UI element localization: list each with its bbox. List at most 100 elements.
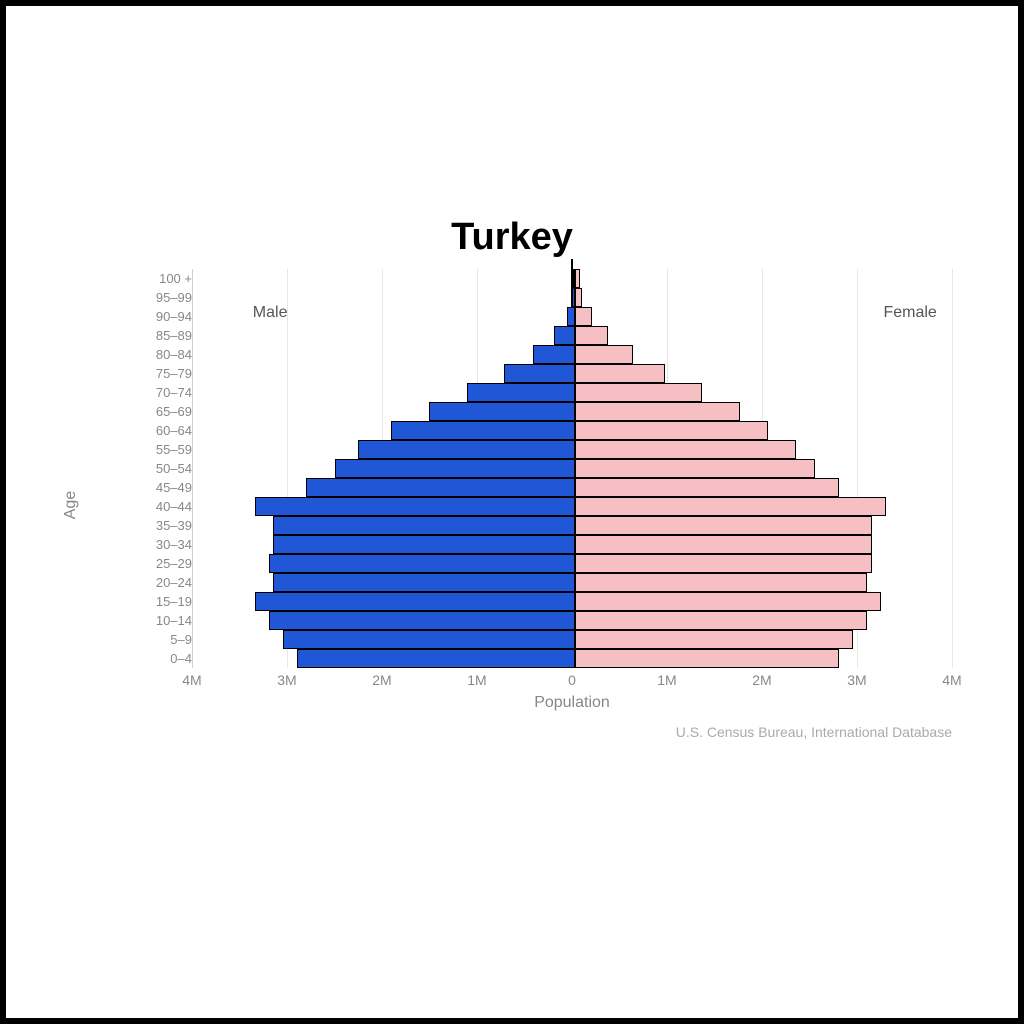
female-bar — [575, 383, 702, 402]
age-group-label: 80–84 — [132, 345, 198, 364]
row-plot — [198, 592, 952, 611]
age-group-label: 15–19 — [132, 592, 198, 611]
row-plot — [198, 402, 952, 421]
row-plot — [198, 421, 952, 440]
male-bar — [255, 497, 575, 516]
row-plot — [198, 516, 952, 535]
outer-frame: Turkey Age MaleFemale 100 +95–9990–9485–… — [0, 0, 1024, 1024]
male-bar — [273, 535, 575, 554]
male-bar — [255, 592, 575, 611]
pyramid-row: 60–64 — [132, 421, 952, 440]
male-bar — [297, 649, 575, 668]
pyramid-row: 70–74 — [132, 383, 952, 402]
age-group-label: 70–74 — [132, 383, 198, 402]
male-bar — [273, 516, 575, 535]
age-group-label: 60–64 — [132, 421, 198, 440]
row-plot — [198, 269, 952, 288]
age-group-label: 55–59 — [132, 440, 198, 459]
female-bar — [575, 269, 580, 288]
x-tick-label: 4M — [182, 672, 201, 688]
female-bar — [575, 611, 867, 630]
pyramid-row: 85–89 — [132, 326, 952, 345]
age-group-label: 100 + — [132, 269, 198, 288]
pyramid-row: 30–34 — [132, 535, 952, 554]
row-plot — [198, 497, 952, 516]
age-group-label: 75–79 — [132, 364, 198, 383]
row-plot — [198, 573, 952, 592]
pyramid-row: 95–99 — [132, 288, 952, 307]
age-group-label: 5–9 — [132, 630, 198, 649]
row-plot — [198, 630, 952, 649]
x-tick-label: 1M — [657, 672, 676, 688]
row-plot — [198, 345, 952, 364]
pyramid-row: 65–69 — [132, 402, 952, 421]
pyramid-row: 50–54 — [132, 459, 952, 478]
pyramid-row: 80–84 — [132, 345, 952, 364]
age-group-label: 35–39 — [132, 516, 198, 535]
x-axis-label: Population — [192, 694, 952, 712]
female-bar — [575, 535, 872, 554]
row-plot — [198, 535, 952, 554]
source-attribution: U.S. Census Bureau, International Databa… — [62, 724, 952, 740]
pyramid-row: 25–29 — [132, 554, 952, 573]
plot-area: MaleFemale 100 +95–9990–9485–8980–8475–7… — [132, 269, 952, 712]
age-group-label: 40–44 — [132, 497, 198, 516]
female-bar — [575, 402, 740, 421]
x-tick-label: 2M — [372, 672, 391, 688]
age-group-label: 25–29 — [132, 554, 198, 573]
female-bar — [575, 459, 815, 478]
age-group-label: 0–4 — [132, 649, 198, 668]
pyramid-row: 10–14 — [132, 611, 952, 630]
pyramid-row: 55–59 — [132, 440, 952, 459]
age-group-label: 95–99 — [132, 288, 198, 307]
male-bar — [391, 421, 575, 440]
pyramid-row: 5–9 — [132, 630, 952, 649]
y-axis-label: Age — [62, 490, 80, 518]
pyramid-rows: MaleFemale 100 +95–9990–9485–8980–8475–7… — [132, 269, 952, 668]
male-bar — [467, 383, 575, 402]
x-tick-label: 0 — [568, 672, 576, 688]
pyramid-row: 20–24 — [132, 573, 952, 592]
female-bar — [575, 573, 867, 592]
age-group-label: 10–14 — [132, 611, 198, 630]
x-tick-label: 2M — [752, 672, 771, 688]
age-group-label: 50–54 — [132, 459, 198, 478]
x-tick-label: 4M — [942, 672, 961, 688]
age-group-label: 20–24 — [132, 573, 198, 592]
age-group-label: 30–34 — [132, 535, 198, 554]
grid-line — [952, 269, 953, 668]
pyramid-row: 40–44 — [132, 497, 952, 516]
x-axis-ticks: 4M3M2M1M01M2M3M4M — [192, 668, 952, 692]
age-group-label: 45–49 — [132, 478, 198, 497]
x-tick-label: 1M — [467, 672, 486, 688]
male-bar — [533, 345, 575, 364]
female-bar — [575, 554, 872, 573]
female-bar — [575, 497, 886, 516]
age-group-label: 65–69 — [132, 402, 198, 421]
female-bar — [575, 421, 768, 440]
female-bar — [575, 364, 665, 383]
row-plot — [198, 649, 952, 668]
female-bar — [575, 649, 839, 668]
pyramid-row: 100 + — [132, 269, 952, 288]
pyramid-row: 75–79 — [132, 364, 952, 383]
male-bar — [273, 573, 575, 592]
male-bar — [429, 402, 575, 421]
chart-title: Turkey — [36, 216, 988, 259]
male-bar — [554, 326, 575, 345]
male-bar — [504, 364, 575, 383]
female-bar — [575, 516, 872, 535]
row-plot — [198, 288, 952, 307]
female-bar — [575, 326, 608, 345]
row-plot — [198, 383, 952, 402]
female-bar — [575, 288, 582, 307]
row-plot — [198, 459, 952, 478]
male-bar — [269, 611, 575, 630]
female-bar — [575, 307, 592, 326]
row-plot — [198, 611, 952, 630]
pyramid-row: 15–19 — [132, 592, 952, 611]
male-bar — [567, 307, 575, 326]
male-bar — [283, 630, 575, 649]
age-group-label: 90–94 — [132, 307, 198, 326]
age-group-label: 85–89 — [132, 326, 198, 345]
